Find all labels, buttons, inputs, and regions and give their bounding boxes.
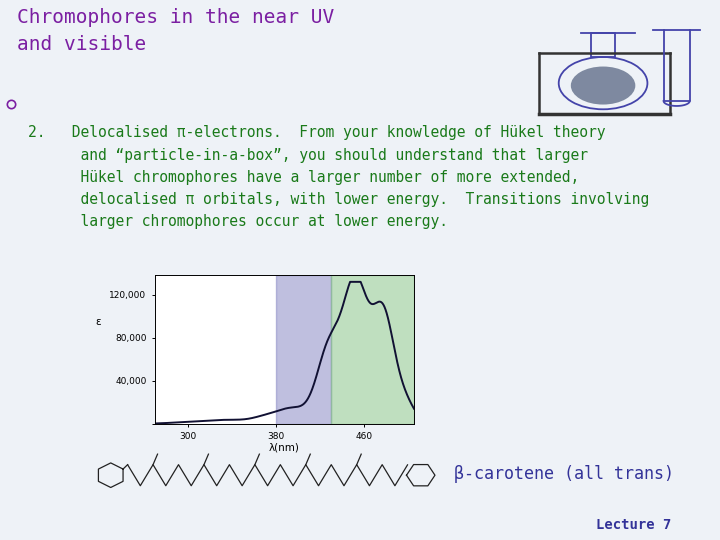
Bar bbox=[331, 275, 414, 424]
Circle shape bbox=[571, 66, 635, 105]
Text: Chromophores in the near UV
and visible: Chromophores in the near UV and visible bbox=[17, 8, 335, 53]
Text: 2.   Delocalised π-electrons.  From your knowledge of Hükel theory
      and “pa: 2. Delocalised π-electrons. From your kn… bbox=[28, 125, 649, 230]
Bar bbox=[276, 275, 331, 424]
Y-axis label: ε: ε bbox=[95, 318, 101, 327]
X-axis label: λ(nm): λ(nm) bbox=[269, 443, 300, 453]
Bar bbox=[591, 33, 615, 57]
Text: β-carotene (all trans): β-carotene (all trans) bbox=[454, 465, 674, 483]
Text: Lecture 7: Lecture 7 bbox=[596, 518, 671, 532]
